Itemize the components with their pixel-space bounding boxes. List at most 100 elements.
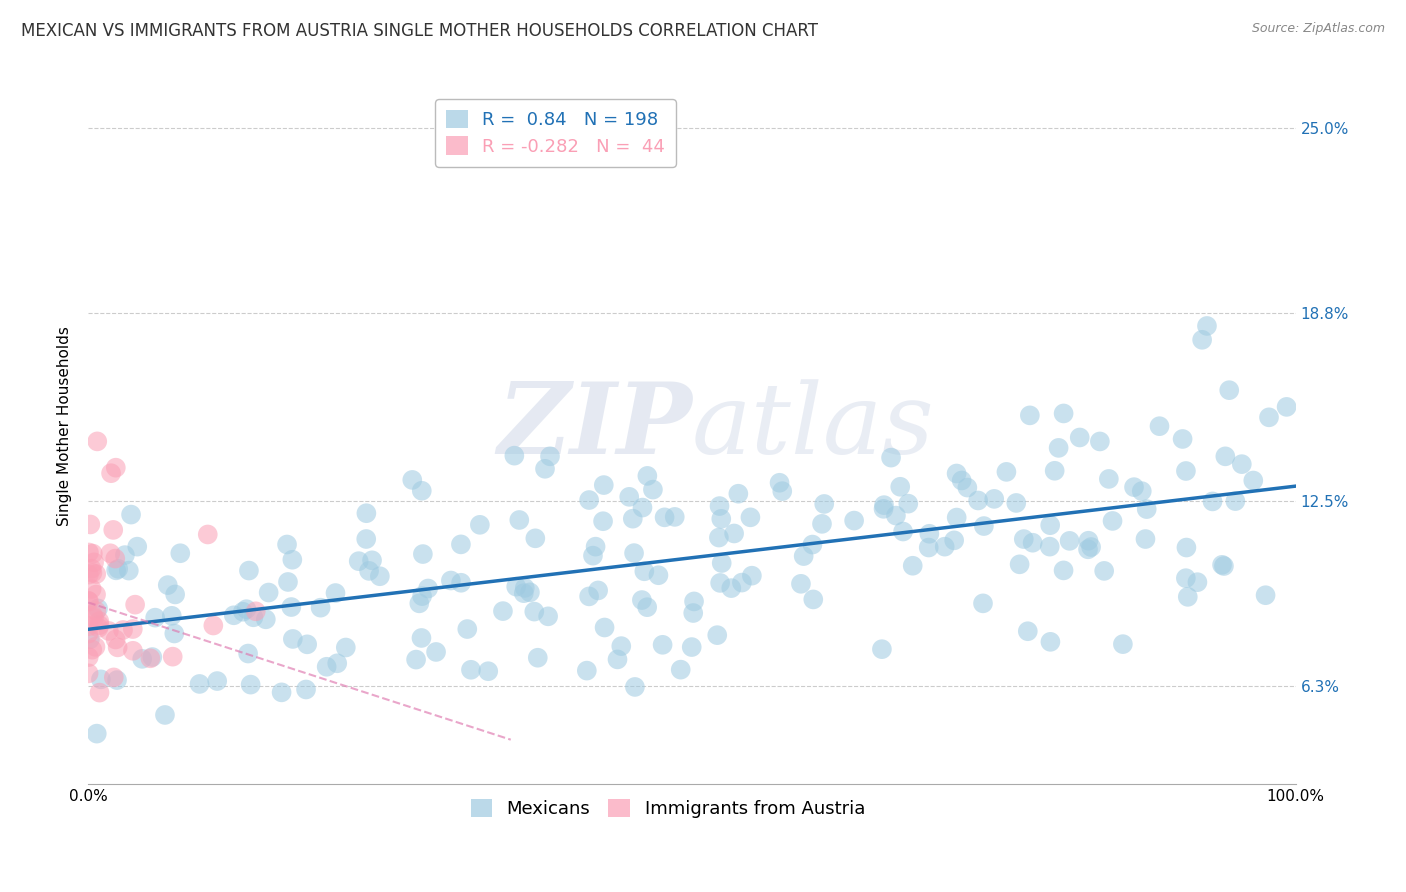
Point — [416, 582, 439, 596]
Point — [636, 600, 658, 615]
Point — [1077, 542, 1099, 557]
Point — [83, 555, 105, 569]
Point — [450, 575, 472, 590]
Point — [77, 666, 100, 681]
Point — [1059, 533, 1081, 548]
Point — [82, 642, 104, 657]
Point — [967, 493, 990, 508]
Point — [1258, 410, 1281, 425]
Point — [578, 493, 600, 508]
Point — [163, 626, 186, 640]
Text: MEXICAN VS IMMIGRANTS FROM AUSTRIA SINGLE MOTHER HOUSEHOLDS CORRELATION CHART: MEXICAN VS IMMIGRANTS FROM AUSTRIA SINGL… — [21, 22, 818, 40]
Point — [793, 549, 815, 563]
Point — [636, 468, 658, 483]
Point — [956, 481, 979, 495]
Point — [710, 512, 733, 526]
Point — [105, 673, 128, 687]
Point — [741, 568, 763, 582]
Point — [411, 631, 433, 645]
Point — [86, 726, 108, 740]
Point — [1230, 457, 1253, 471]
Point — [631, 593, 654, 607]
Point — [80, 562, 103, 576]
Point — [873, 498, 896, 512]
Point — [160, 608, 183, 623]
Point — [242, 610, 264, 624]
Point — [103, 523, 125, 537]
Point — [575, 664, 598, 678]
Point — [1039, 518, 1062, 533]
Point — [82, 547, 104, 561]
Point — [1175, 541, 1198, 555]
Point — [1130, 484, 1153, 499]
Point — [513, 586, 536, 600]
Point — [77, 650, 100, 665]
Point — [205, 674, 228, 689]
Point — [131, 652, 153, 666]
Point — [401, 473, 423, 487]
Point — [619, 490, 641, 504]
Point — [97, 624, 120, 638]
Point — [235, 602, 257, 616]
Point — [1039, 540, 1062, 554]
Point — [80, 582, 103, 596]
Point — [169, 546, 191, 560]
Point — [995, 465, 1018, 479]
Point — [82, 566, 104, 580]
Point — [1135, 532, 1157, 546]
Point — [122, 644, 145, 658]
Point — [606, 652, 628, 666]
Point — [1225, 494, 1247, 508]
Legend: Mexicans, Immigrants from Austria: Mexicans, Immigrants from Austria — [464, 792, 872, 825]
Point — [706, 628, 728, 642]
Point — [309, 600, 332, 615]
Point — [89, 618, 111, 632]
Point — [100, 466, 122, 480]
Point — [1092, 564, 1115, 578]
Point — [1039, 635, 1062, 649]
Point — [901, 558, 924, 573]
Point — [295, 637, 318, 651]
Point — [945, 510, 967, 524]
Point — [84, 588, 107, 602]
Point — [1123, 480, 1146, 494]
Point — [972, 596, 994, 610]
Point — [770, 484, 793, 499]
Point — [411, 589, 433, 603]
Point — [647, 568, 669, 582]
Point — [280, 600, 302, 615]
Point — [983, 491, 1005, 506]
Point — [523, 605, 546, 619]
Point — [112, 623, 135, 637]
Point — [84, 640, 107, 654]
Point — [1069, 430, 1091, 444]
Point — [505, 580, 527, 594]
Point — [1088, 434, 1111, 449]
Point — [889, 480, 911, 494]
Point — [87, 601, 110, 615]
Point — [1047, 441, 1070, 455]
Point — [768, 475, 790, 490]
Point — [1008, 558, 1031, 572]
Point — [408, 596, 430, 610]
Point — [592, 514, 614, 528]
Point — [114, 548, 136, 562]
Point — [98, 546, 121, 560]
Point — [104, 551, 127, 566]
Point — [356, 506, 378, 520]
Point — [104, 632, 127, 647]
Point — [277, 574, 299, 589]
Point — [503, 449, 526, 463]
Point — [508, 513, 530, 527]
Point — [335, 640, 357, 655]
Point — [1080, 540, 1102, 554]
Point — [1254, 588, 1277, 602]
Point — [709, 499, 731, 513]
Point — [238, 564, 260, 578]
Point — [1174, 464, 1197, 478]
Point — [492, 604, 515, 618]
Point — [124, 598, 146, 612]
Point — [468, 517, 491, 532]
Point — [1012, 532, 1035, 546]
Point — [239, 677, 262, 691]
